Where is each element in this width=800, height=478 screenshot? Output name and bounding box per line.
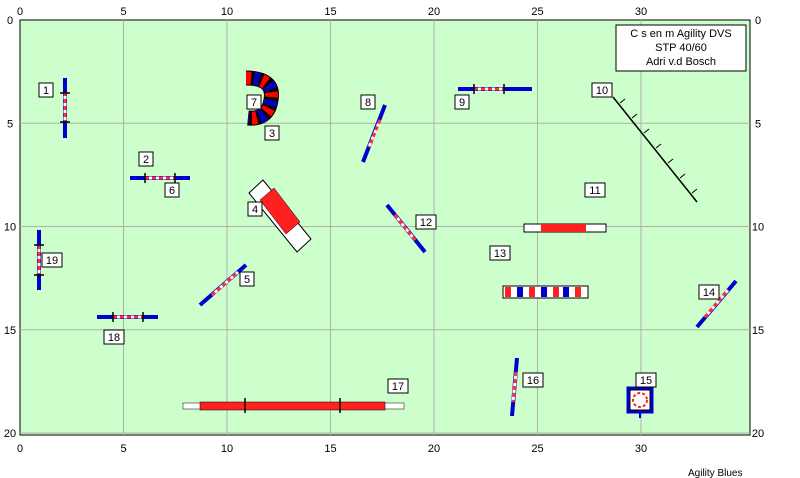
x-tick-label: 20 — [428, 6, 440, 18]
label-box — [38, 82, 54, 98]
y-tick-label: 5 — [755, 118, 761, 130]
label-box — [247, 201, 263, 217]
y-tick-label: 15 — [752, 325, 764, 337]
obstacle-label: 17 — [392, 381, 404, 393]
x-tick-label: 0 — [17, 443, 23, 455]
info-line: Adri v.d Bosch — [646, 56, 716, 68]
y-tick-label: 0 — [755, 15, 761, 27]
y-tick-label: 0 — [7, 15, 13, 27]
grid — [20, 20, 750, 435]
x-tick-label: 30 — [635, 443, 647, 455]
label-box — [591, 82, 613, 98]
x-tick-label: 25 — [531, 443, 543, 455]
y-tick-label: 20 — [4, 428, 16, 440]
obstacle-label: 2 — [143, 154, 149, 166]
obstacle-label: 8 — [365, 97, 371, 109]
obstacle-label: 11 — [589, 185, 600, 197]
label-box — [264, 125, 280, 141]
obstacle-label: 13 — [494, 248, 506, 260]
obstacle-label: 18 — [108, 332, 120, 344]
obstacle-label: 4 — [252, 204, 258, 216]
label-box — [415, 214, 437, 230]
label-box — [239, 271, 255, 287]
x-tick-label: 15 — [324, 6, 336, 18]
label-box — [103, 329, 125, 345]
label-box — [246, 94, 262, 110]
label-box — [164, 182, 180, 198]
x-tick-label: 5 — [120, 443, 126, 455]
x-tick-label: 15 — [324, 443, 336, 455]
x-tick-label: 30 — [635, 6, 647, 18]
label-box — [41, 252, 63, 268]
footer: Agility Blues — [688, 468, 742, 478]
obstacle-label: 12 — [420, 217, 432, 229]
label-box — [522, 372, 544, 388]
y-tick-label: 10 — [4, 222, 16, 234]
label-box — [489, 245, 511, 261]
x-tick-label: 20 — [428, 443, 440, 455]
obstacle-label: 9 — [459, 97, 465, 109]
x-tick-label: 10 — [221, 443, 233, 455]
obstacle-label: 5 — [244, 274, 250, 286]
y-tick-label: 10 — [752, 222, 764, 234]
x-tick-label: 25 — [531, 6, 543, 18]
y-tick-label: 5 — [7, 118, 13, 130]
info-line: C s en m Agility DVS — [630, 28, 731, 40]
obstacle-label: 1 — [43, 85, 49, 97]
label-box — [635, 372, 657, 388]
obstacles — [34, 70, 738, 418]
label-box — [360, 94, 376, 110]
info-box — [615, 24, 747, 72]
obstacle-label: 3 — [269, 128, 275, 140]
label-box — [387, 378, 409, 394]
obstacle-label: 19 — [46, 255, 58, 267]
y-tick-label: 15 — [4, 325, 16, 337]
obstacle-label: 15 — [640, 375, 652, 387]
obstacle-label: 14 — [703, 287, 715, 299]
field — [19, 19, 751, 436]
y-tick-label: 20 — [752, 428, 764, 440]
obstacle-label: 10 — [596, 85, 608, 97]
label-box — [584, 182, 606, 198]
x-tick-label: 0 — [17, 6, 23, 18]
label-box — [454, 94, 470, 110]
obstacle-label: 6 — [169, 185, 175, 197]
info-line: STP 40/60 — [655, 42, 707, 54]
obstacle-label: 7 — [251, 97, 257, 109]
label-box — [138, 151, 154, 167]
x-tick-label: 10 — [221, 6, 233, 18]
label-box — [698, 284, 720, 300]
x-tick-label: 5 — [120, 6, 126, 18]
obstacle-label: 16 — [527, 375, 539, 387]
